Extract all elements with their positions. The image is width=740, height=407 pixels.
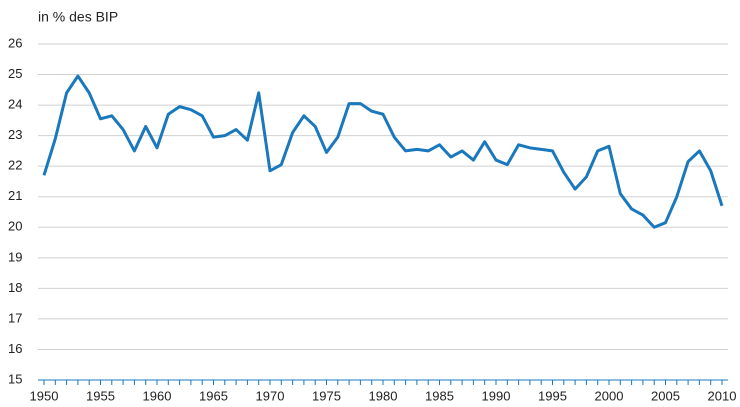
y-tick-label: 22	[8, 158, 22, 173]
y-tick-label: 18	[8, 280, 22, 295]
data-line	[42, 74, 724, 229]
x-tick-label: 1960	[143, 388, 172, 403]
x-tick-label: 1980	[369, 388, 398, 403]
x-tick-label: 1965	[199, 388, 228, 403]
x-tick-label: 1955	[86, 388, 115, 403]
x-tick-label: 1985	[425, 388, 454, 403]
y-tick-label: 16	[8, 341, 22, 356]
x-tick-label: 2005	[651, 388, 680, 403]
y-tick-label: 20	[8, 219, 22, 234]
x-tick-label: 2010	[708, 388, 737, 403]
y-tick-label: 26	[8, 35, 22, 50]
x-tick-label: 1970	[256, 388, 285, 403]
y-tick-label: 19	[8, 249, 22, 264]
x-tick-label: 1950	[30, 388, 59, 403]
y-tick-label: 23	[8, 127, 22, 142]
x-tick-label: 1975	[312, 388, 341, 403]
x-tick-label: 1990	[482, 388, 511, 403]
x-tick-label: 2000	[595, 388, 624, 403]
y-tick-label: 15	[8, 371, 22, 386]
x-tick-label: 1995	[538, 388, 567, 403]
y-tick-label: 24	[8, 97, 22, 112]
y-axis-label: in % des BIP	[38, 9, 118, 25]
y-tick-label: 17	[8, 310, 22, 325]
y-tick-label: 21	[8, 188, 22, 203]
y-tick-label: 25	[8, 66, 22, 81]
